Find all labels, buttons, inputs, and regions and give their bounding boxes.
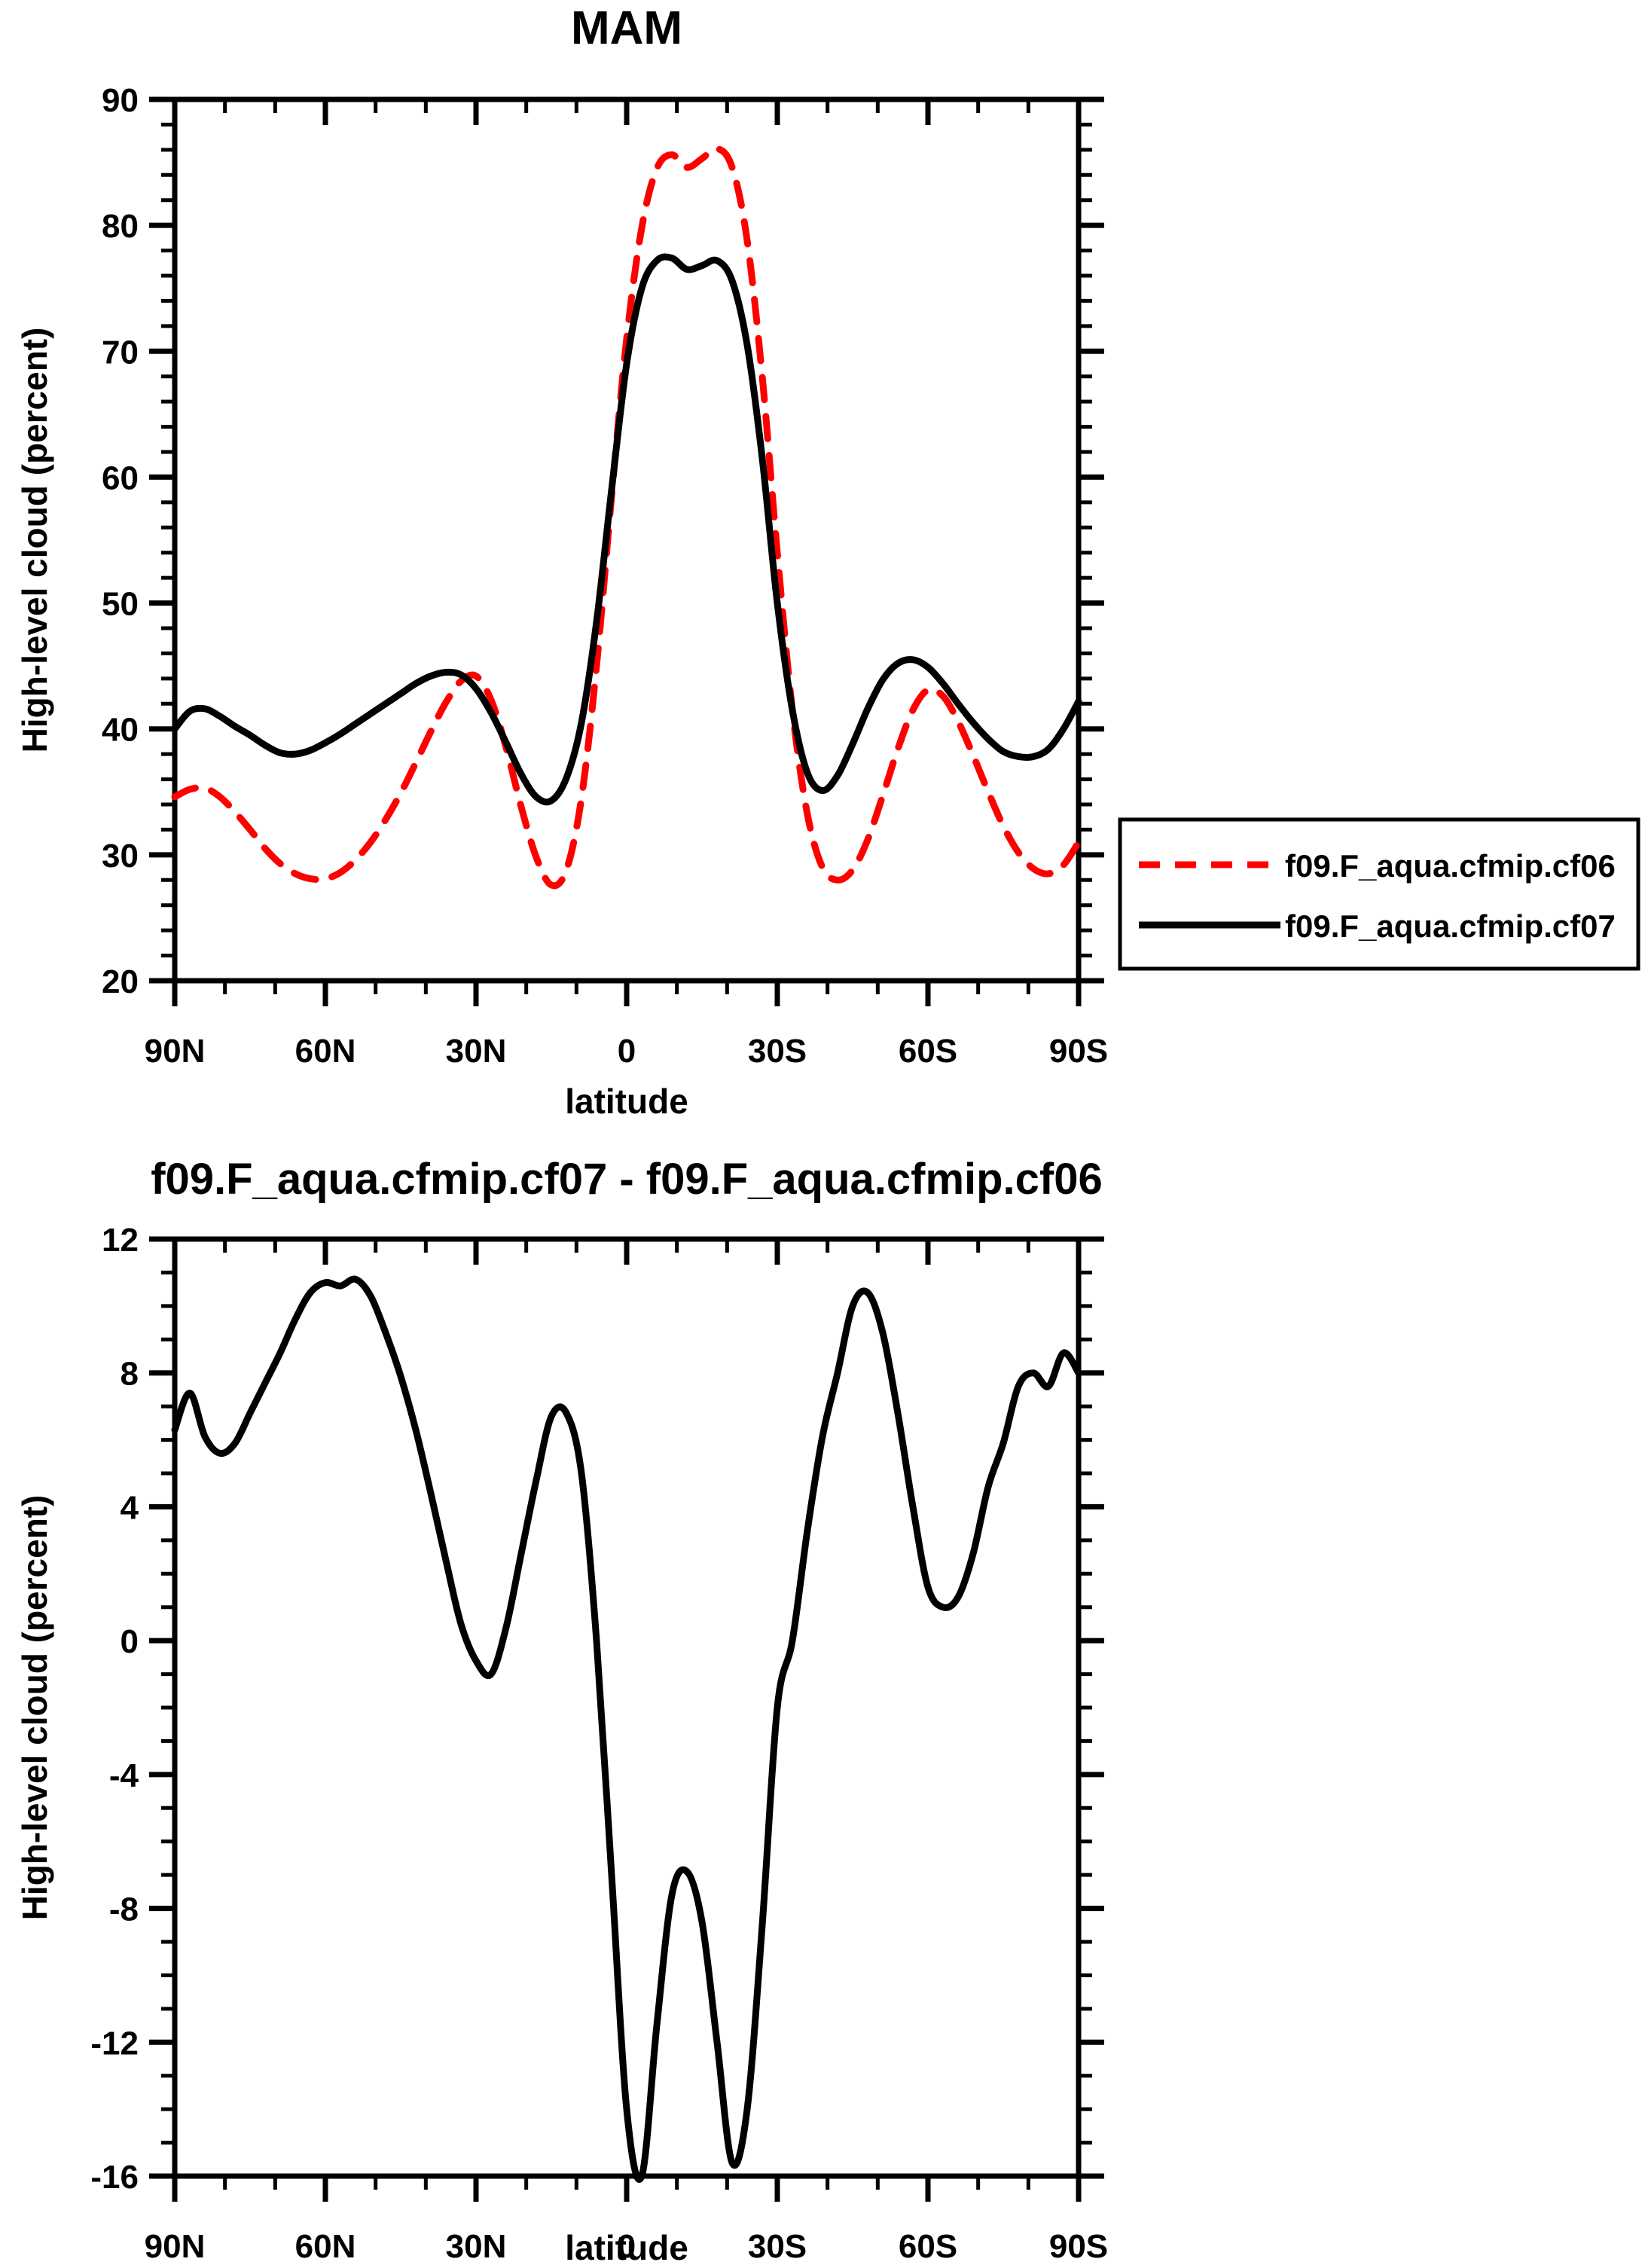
top-panel-title: MAM	[571, 2, 682, 54]
y-tick-label: 90	[102, 82, 139, 119]
bottom-panel-axes	[149, 1236, 1104, 2202]
x-tick-label: 90S	[1049, 1033, 1108, 1070]
y-tick-label: 20	[102, 963, 139, 1000]
x-tick-label: 60S	[899, 2228, 957, 2265]
x-tick-label: 90N	[145, 1033, 206, 1070]
x-tick-label: 60N	[295, 1033, 356, 1070]
top-panel-axes	[149, 96, 1104, 1006]
y-tick-label: 80	[102, 208, 139, 245]
top-panel-y-axis-title: High-level cloud (percent)	[15, 328, 54, 753]
y-tick-label: 60	[102, 459, 139, 496]
series-line	[171, 145, 1082, 890]
legend-label-1: f09.F_aqua.cfmip.cf06	[1285, 848, 1616, 884]
y-tick-label: -12	[90, 2025, 139, 2062]
x-tick-label: 90S	[1049, 2228, 1108, 2265]
bottom-panel-x-axis-title: latitude	[565, 2228, 688, 2267]
legend-label-2: f09.F_aqua.cfmip.cf07	[1285, 908, 1616, 944]
y-tick-label: -16	[90, 2159, 139, 2196]
bottom-panel-title: f09.F_aqua.cfmip.cf07 - f09.F_aqua.cfmip…	[151, 1155, 1103, 1204]
x-tick-label: 90N	[145, 2228, 206, 2265]
series-line	[171, 1275, 1082, 2183]
y-tick-label: 8	[121, 1356, 139, 1393]
legend: f09.F_aqua.cfmip.cf06 f09.F_aqua.cfmip.cf…	[1118, 817, 1640, 971]
top-panel-tick-labels: 90N 60N 30N 0 30S 60S 90S 20 30 40 50 60 70 80 90	[102, 82, 1108, 1070]
legend-items: f09.F_aqua.cfmip.cf06 f09.F_aqua.cfmip.cf…	[1139, 848, 1616, 944]
bottom-panel-plot-lines	[171, 1275, 1082, 2183]
legend-frame	[1118, 817, 1640, 971]
x-tick-label: 60S	[899, 1033, 957, 1070]
bottom-panel-y-axis-title: High-level cloud (percent)	[15, 1495, 54, 1921]
x-tick-label: 0	[618, 1033, 636, 1070]
bottom-panel-tick-labels: 90N 60N 30N 0 30S 60S 90S -16 -12 -8 -4 0 4 8 12	[90, 1222, 1108, 2265]
y-tick-label: 30	[102, 838, 139, 875]
y-tick-label: -4	[109, 1757, 139, 1794]
y-tick-label: 0	[121, 1623, 139, 1660]
y-tick-label: 12	[102, 1222, 139, 1259]
y-tick-label: 70	[102, 334, 139, 371]
top-panel: MAM 90N 60N 30N 0 30S 60S 90S2030405060708090 …	[15, 2, 1108, 1121]
y-tick-label: 50	[102, 586, 139, 623]
x-tick-label: 30N	[446, 2228, 507, 2265]
y-tick-label: 40	[102, 712, 139, 749]
x-tick-label: 30S	[748, 2228, 807, 2265]
x-tick-label: 0	[618, 2228, 636, 2265]
x-tick-label: 30S	[748, 1033, 807, 1070]
y-tick-label: 4	[121, 1489, 139, 1526]
y-tick-label: -8	[109, 1891, 139, 1928]
series-line	[171, 253, 1082, 806]
top-panel-plot-lines	[171, 145, 1082, 890]
x-tick-label: 60N	[295, 2228, 356, 2265]
top-panel-x-axis-title: latitude	[565, 1082, 688, 1121]
x-tick-label: 30N	[446, 1033, 507, 1070]
bottom-panel: f09.F_aqua.cfmip.cf07 - f09.F_aqua.cfmip…	[15, 1155, 1108, 2267]
